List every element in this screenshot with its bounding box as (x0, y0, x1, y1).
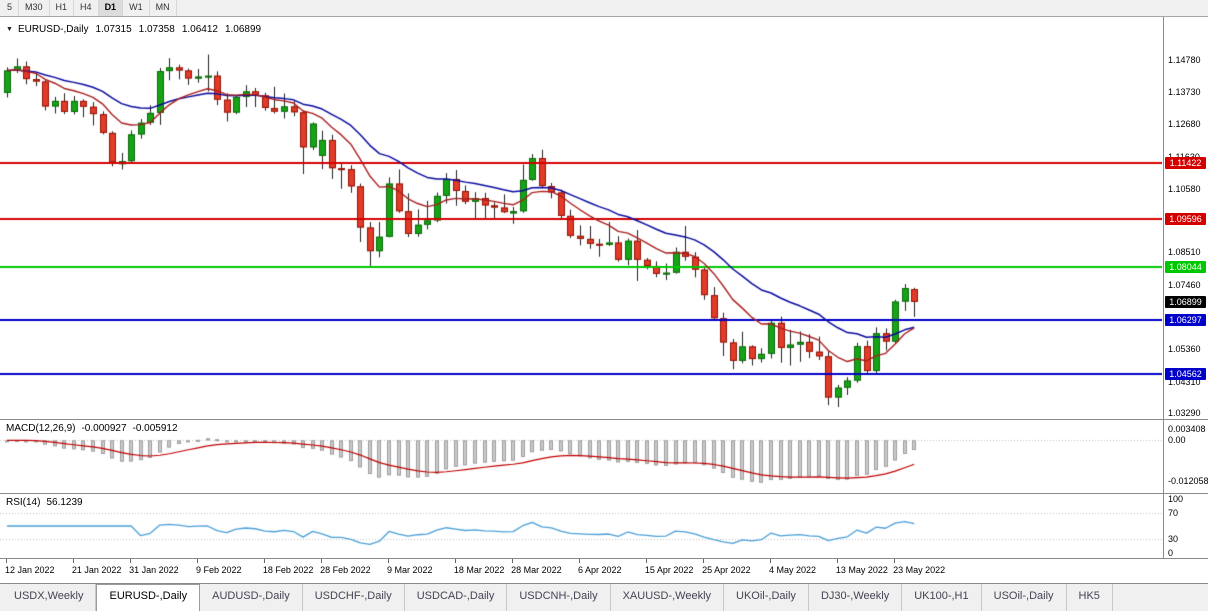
time-axis-label: 12 Jan 2022 (5, 559, 55, 575)
time-axis-label: 21 Jan 2022 (71, 559, 122, 575)
time-axis-label: 31 Jan 2022 (129, 559, 179, 575)
price-axis-label: 1.04310 (1168, 376, 1201, 387)
rsi-value: 56.1239 (46, 497, 83, 508)
tab-audusd-daily[interactable]: AUDUSD-,Daily (200, 584, 303, 611)
timeframe-button-d1[interactable]: D1 (98, 0, 124, 16)
price-axis-label: 1.10580 (1168, 183, 1201, 194)
macd-signal-value: -0.005912 (132, 423, 178, 434)
rsi-canvas[interactable] (0, 494, 1162, 558)
rsi-axis-label: 30 (1168, 533, 1179, 544)
price-axis-label: 1.05360 (1168, 344, 1201, 355)
macd-panel: MACD(12,26,9) -0.000927 -0.005912 0.0034… (0, 420, 1208, 494)
time-axis-label: 15 Apr 2022 (644, 559, 694, 575)
price-marker-level: 1.08044 (1165, 260, 1206, 273)
chart-dropdown-icon[interactable]: ▼ (6, 26, 13, 33)
tab-ukoil-daily[interactable]: UKOil-,Daily (724, 584, 809, 611)
price-axis-label: 1.14780 (1168, 54, 1201, 65)
chart-header: ▼ EURUSD-,Daily 1.07315 1.07358 1.06412 … (6, 24, 261, 35)
price-marker-support: 1.06297 (1165, 314, 1206, 327)
tab-usoil-daily[interactable]: USOil-,Daily (981, 584, 1067, 611)
price-axis[interactable]: 1.14780 1.13730 1.12680 1.11630 1.10580 1.085… (1163, 17, 1208, 419)
macd-label: MACD(12,26,9) (6, 423, 76, 434)
rsi-header: RSI(14) 56.1239 (6, 497, 83, 508)
tab-usdchf-daily[interactable]: USDCHF-,Daily (302, 584, 405, 611)
price-axis-label: 1.07460 (1168, 279, 1201, 290)
price-marker-current-price: 1.06899 (1165, 295, 1206, 308)
chart-open-value: 1.07315 (95, 24, 132, 35)
rsi-axis-label: 70 (1168, 508, 1179, 519)
chart-high-value: 1.07358 (138, 24, 175, 35)
chart-low-value: 1.06412 (181, 24, 218, 35)
rsi-axis-label: 0 (1168, 548, 1174, 558)
symbol-tabs: USDX,Weekly EURUSD-,Daily AUDUSD-,Daily USD… (0, 584, 1208, 611)
price-axis-label: 1.03290 (1168, 407, 1201, 418)
main-chart-canvas[interactable] (0, 17, 1162, 419)
time-axis-label: 23 May 2022 (893, 559, 946, 575)
time-axis-label: 9 Feb 2022 (196, 559, 242, 575)
rsi-panel: RSI(14) 56.1239 100 70 30 0 (0, 494, 1208, 559)
price-axis-label: 1.13730 (1168, 86, 1201, 97)
price-marker-resistance: 1.09596 (1165, 213, 1206, 226)
time-axis-label: 28 Mar 2022 (511, 559, 562, 575)
timeframe-button-h4[interactable]: H4 (74, 0, 99, 16)
timeframe-toolbar: 5 M30 H1 H4 D1 W1 MN (0, 0, 1208, 17)
timeframe-button-w1[interactable]: W1 (123, 0, 150, 16)
time-axis-label: 28 Feb 2022 (320, 559, 371, 575)
macd-canvas[interactable] (0, 420, 1162, 493)
price-marker-resistance: 1.11422 (1165, 156, 1206, 169)
tab-uk100-h1[interactable]: UK100-,H1 (902, 584, 982, 611)
price-axis-label: 1.08510 (1168, 247, 1201, 258)
rsi-label: RSI(14) (6, 497, 41, 508)
time-axis-label: 25 Apr 2022 (702, 559, 751, 575)
time-axis-label: 13 May 2022 (835, 559, 888, 575)
time-axis-label: 18 Feb 2022 (262, 559, 314, 575)
tab-usdcad-daily[interactable]: USDCAD-,Daily (404, 584, 508, 611)
tab-usdx-weekly[interactable]: USDX,Weekly (2, 584, 97, 611)
price-axis-label: 1.12680 (1168, 119, 1201, 130)
macd-main-value: -0.000927 (81, 423, 127, 434)
rsi-axis[interactable]: 100 70 30 0 (1163, 494, 1208, 558)
tab-hk5[interactable]: HK5 (1066, 584, 1113, 611)
chart-close-value: 1.06899 (224, 24, 262, 35)
timeframe-button-h1[interactable]: H1 (50, 0, 75, 16)
macd-axis[interactable]: 0.003408 0.00 -0.012058 (1163, 420, 1208, 493)
timeframe-button-m30[interactable]: M30 (19, 0, 50, 16)
macd-axis-label: 0.003408 (1168, 423, 1206, 434)
macd-axis-label: -0.012058 (1168, 476, 1208, 487)
timeframe-button-5[interactable]: 5 (1, 0, 20, 16)
tab-dj30-weekly[interactable]: DJ30-,Weekly (808, 584, 903, 611)
macd-axis-label: 0.00 (1168, 435, 1186, 446)
tab-eurusd-daily[interactable]: EURUSD-,Daily (96, 584, 201, 611)
time-axis-label: 9 Mar 2022 (387, 559, 433, 575)
tab-usdcnh-daily[interactable]: USDCNH-,Daily (507, 584, 611, 611)
main-chart-panel: ▼ EURUSD-,Daily 1.07315 1.07358 1.06412 … (0, 17, 1208, 420)
rsi-axis-label: 100 (1168, 494, 1184, 504)
time-axis-label: 6 Apr 2022 (578, 559, 622, 575)
price-marker-support: 1.04562 (1165, 367, 1206, 380)
chart-symbol-label: EURUSD-,Daily (17, 24, 89, 35)
time-axis-label: 18 Mar 2022 (453, 559, 505, 575)
price-axis-label: 1.11630 (1168, 152, 1200, 162)
time-axis[interactable]: 12 Jan 2022 21 Jan 2022 31 Jan 2022 9 Feb 2… (0, 559, 1208, 584)
macd-header: MACD(12,26,9) -0.000927 -0.005912 (6, 423, 178, 434)
tab-xauusd-weekly[interactable]: XAUUSD-,Weekly (610, 584, 725, 611)
time-axis-label: 4 May 2022 (769, 559, 817, 575)
timeframe-button-mn[interactable]: MN (150, 0, 177, 16)
